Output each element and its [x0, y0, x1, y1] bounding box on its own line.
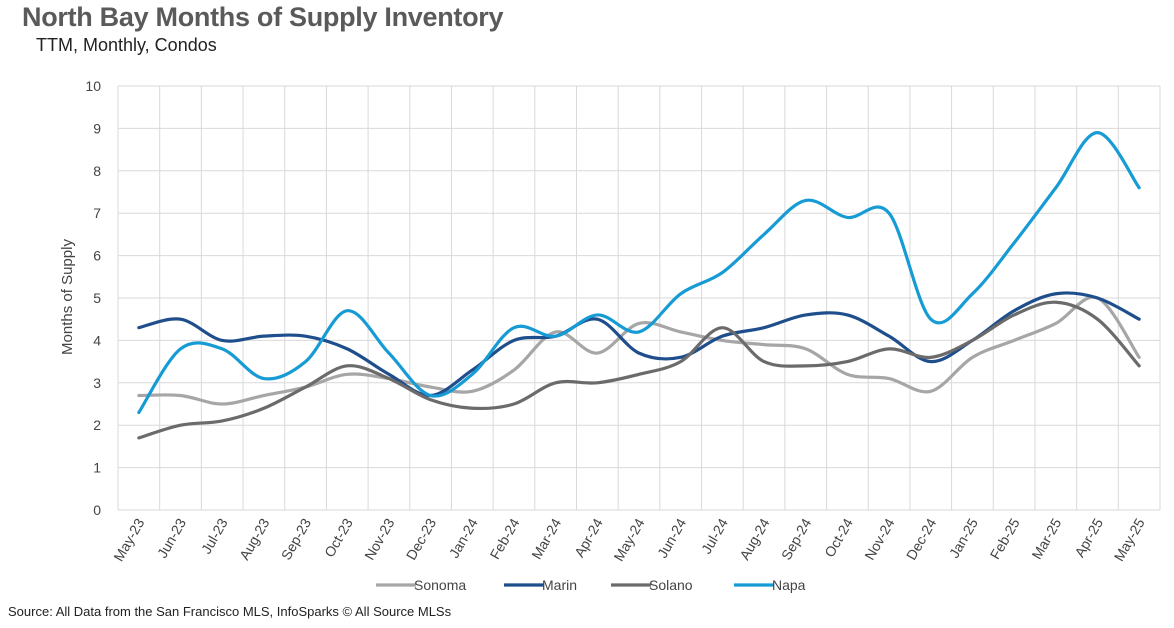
- x-tick-label: Mar-24: [528, 515, 564, 562]
- y-tick-label: 9: [93, 120, 101, 136]
- x-tick-label: Jun-23: [154, 515, 189, 560]
- series-line-sonoma: [137, 295, 1141, 406]
- chart-title: North Bay Months of Supply Inventory: [22, 2, 504, 32]
- x-tick-label: Jan-24: [446, 515, 481, 560]
- x-tick-label: Feb-24: [487, 515, 523, 562]
- series-line-napa: [137, 131, 1141, 415]
- x-tick-label: Dec-23: [403, 515, 440, 562]
- x-tick-label: Feb-25: [987, 515, 1023, 562]
- x-tick-label: May-24: [610, 515, 647, 564]
- series-lines: [137, 131, 1141, 440]
- y-tick-label: 2: [93, 417, 101, 433]
- legend-label-sonoma: Sonoma: [414, 577, 466, 593]
- x-tick-label: May-23: [110, 515, 147, 564]
- x-axis-ticks: May-23 Jun-23 Jul-23 Aug-23 Sep-23 Oct-23 Nov-…: [110, 515, 1148, 564]
- x-tick-label: Aug-23: [236, 515, 273, 562]
- legend-label-napa: Napa: [772, 577, 806, 593]
- chart-subtitle: TTM, Monthly, Condos: [36, 35, 217, 55]
- x-tick-label: Oct-24: [821, 515, 856, 560]
- x-tick-label: Apr-25: [1071, 515, 1106, 560]
- y-tick-label: 3: [93, 375, 101, 391]
- x-tick-label: Jan-25: [946, 515, 981, 560]
- x-tick-label: Oct-23: [321, 515, 356, 560]
- x-tick-label: Nov-24: [861, 515, 898, 562]
- x-tick-label: Apr-24: [571, 515, 606, 560]
- y-tick-label: 0: [93, 502, 101, 518]
- x-tick-label: Sep-23: [278, 515, 315, 562]
- y-axis-label: Months of Supply: [59, 239, 76, 355]
- legend: Sonoma Marin Solano Napa: [376, 577, 806, 593]
- x-tick-label: May-25: [1111, 515, 1148, 564]
- y-axis-ticks: 0 1 2 3 4 5 6 7 8 9 10: [85, 78, 101, 518]
- legend-label-solano: Solano: [649, 577, 693, 593]
- y-tick-label: 5: [93, 290, 101, 306]
- y-tick-label: 4: [93, 332, 101, 348]
- x-tick-label: Aug-24: [736, 515, 773, 562]
- x-tick-label: Nov-23: [361, 515, 398, 562]
- x-tick-label: Jul-23: [198, 515, 231, 556]
- grid: [117, 85, 1161, 511]
- x-tick-label: Jun-24: [654, 515, 689, 560]
- y-tick-label: 7: [93, 205, 101, 221]
- y-tick-label: 10: [85, 78, 101, 94]
- y-tick-label: 8: [93, 163, 101, 179]
- series-line-marin: [137, 291, 1141, 398]
- x-tick-label: Jul-24: [698, 515, 731, 556]
- x-tick-label: Mar-25: [1028, 515, 1064, 562]
- series-line-solano: [137, 300, 1141, 440]
- x-tick-label: Dec-24: [903, 515, 940, 562]
- y-tick-label: 6: [93, 248, 101, 264]
- y-tick-label: 1: [93, 460, 101, 476]
- x-tick-label: Sep-24: [778, 515, 815, 562]
- legend-label-marin: Marin: [542, 577, 577, 593]
- source-note: Source: All Data from the San Francisco …: [8, 604, 452, 619]
